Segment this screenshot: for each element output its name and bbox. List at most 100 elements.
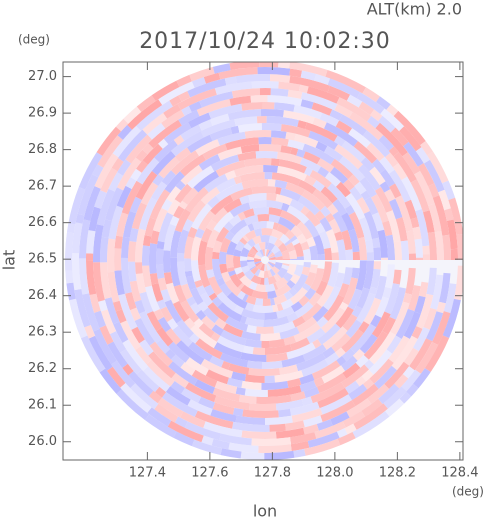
- scan-cell: [176, 74, 192, 87]
- scan-cell: [426, 267, 437, 296]
- scan-cell: [376, 96, 391, 110]
- scan-cell: [293, 322, 321, 343]
- x-axis-label: lon: [253, 502, 277, 521]
- scan-cell: [190, 324, 218, 349]
- scan-cell: [348, 229, 360, 253]
- scan-cell: [216, 291, 238, 312]
- scan-cell: [261, 381, 289, 390]
- y-tick-label: 26.5: [28, 252, 57, 267]
- scan-cell: [173, 431, 195, 447]
- scan-cell: [178, 200, 188, 210]
- scan-cell: [278, 408, 292, 418]
- scan-cell: [244, 388, 268, 398]
- scan-cell: [283, 335, 297, 346]
- scan-cell: [245, 295, 257, 305]
- scan-cell: [236, 290, 246, 300]
- scan-cell: [262, 101, 275, 110]
- scan-cell: [432, 311, 451, 345]
- scan-cell: [142, 235, 152, 247]
- scan-cell: [305, 122, 338, 142]
- scan-cell: [125, 134, 153, 164]
- scan-cell: [243, 242, 252, 251]
- scan-cell: [97, 135, 123, 168]
- scan-cell: [392, 269, 402, 285]
- scan-cell: [114, 235, 123, 249]
- scan-cell: [260, 109, 284, 118]
- scan-cell: [293, 449, 306, 458]
- scan-cell: [99, 236, 109, 263]
- scan-cell: [176, 340, 205, 365]
- scan-cell: [273, 294, 288, 305]
- scan-cell: [375, 296, 390, 318]
- scan-cell: [309, 264, 318, 274]
- scan-cell: [291, 408, 323, 423]
- y-tick-label: 26.8: [28, 142, 57, 157]
- scan-cell: [210, 332, 221, 342]
- scan-cell: [180, 362, 196, 376]
- scan-cell: [187, 226, 198, 239]
- radar-scan: [65, 62, 463, 460]
- scan-cell: [390, 127, 409, 147]
- scan-cell: [403, 311, 421, 339]
- scan-cell: [200, 292, 213, 307]
- scan-cell: [229, 95, 252, 106]
- y-unit: (deg): [18, 33, 50, 47]
- scan-cell: [290, 147, 299, 156]
- scan-cell: [146, 359, 175, 387]
- scan-cell: [358, 217, 373, 241]
- scan-cell: [348, 174, 360, 187]
- y-tick-label: 26.4: [28, 288, 57, 303]
- scan-cell: [211, 324, 224, 336]
- scan-cell: [116, 212, 129, 237]
- scan-cell: [375, 187, 393, 213]
- scan-cell: [300, 99, 314, 109]
- scan-cell: [251, 290, 268, 300]
- scan-cell: [149, 341, 173, 367]
- scan-cell: [278, 62, 291, 69]
- scan-cell: [78, 258, 90, 295]
- scan-cell: [283, 259, 291, 260]
- scan-cell: [232, 421, 270, 432]
- scan-cell: [268, 214, 281, 224]
- scan-cell: [351, 267, 360, 279]
- scan-cell: [268, 255, 276, 259]
- scan-cell: [188, 112, 211, 129]
- scan-cell: [418, 281, 429, 298]
- scan-cell: [304, 438, 341, 456]
- scan-cell: [236, 271, 245, 280]
- scan-cell: [139, 339, 154, 356]
- scan-cell: [185, 187, 209, 213]
- scan-cell: [311, 360, 341, 381]
- scan-cell: [202, 143, 228, 161]
- scan-cell: [380, 169, 396, 187]
- scan-cell: [298, 84, 309, 94]
- scan-cell: [409, 338, 433, 371]
- scan-cell: [356, 92, 385, 114]
- scan-cell: [266, 200, 284, 210]
- scan-cell: [239, 195, 250, 205]
- scan-cell: [248, 199, 267, 209]
- scan-cell: [363, 297, 382, 325]
- scan-cell: [210, 194, 234, 216]
- scan-cell: [209, 113, 230, 126]
- scan-cell: [352, 349, 365, 361]
- scan-cell: [92, 164, 104, 178]
- scan-cell: [320, 400, 356, 423]
- scan-cell: [198, 264, 211, 288]
- scan-cell: [314, 210, 326, 221]
- scan-cell: [98, 300, 108, 312]
- scan-cell: [341, 229, 353, 251]
- scan-cell: [297, 195, 320, 216]
- scan-cell: [296, 352, 326, 372]
- scan-cell: [327, 85, 351, 101]
- scan-cell: [263, 315, 290, 328]
- scan-cell: [181, 388, 202, 404]
- scan-cell: [327, 203, 339, 216]
- scan-cell: [271, 172, 301, 186]
- y-axis-label: lat: [0, 250, 19, 271]
- scan-cell: [320, 186, 338, 204]
- scan-cell: [275, 194, 293, 206]
- scan-cell: [240, 284, 254, 297]
- scan-cell: [385, 398, 405, 417]
- scan-cell: [125, 177, 137, 189]
